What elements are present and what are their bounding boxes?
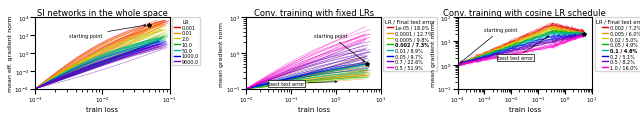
X-axis label: train loss: train loss [86,106,118,112]
Title: Conv. training with cosine LR schedule: Conv. training with cosine LR schedule [444,9,606,17]
Y-axis label: mean gradient norm: mean gradient norm [431,21,436,86]
Y-axis label: mean gradient norm: mean gradient norm [220,21,225,86]
Text: best test error: best test error [269,81,337,86]
Legend: 0.002 / 7.2%, 0.005 / 6.0%, 0.02 / 5.0%, 0.05 / 4.9%, 0.1 / 4.6%, 0.2 / 5.1%, 0.: 0.002 / 7.2%, 0.005 / 6.0%, 0.02 / 5.0%,… [595,18,640,71]
Text: starting point: starting point [460,28,518,63]
Y-axis label: mean eff. gradient norm: mean eff. gradient norm [8,16,13,92]
X-axis label: train loss: train loss [298,106,330,112]
Legend: 1e-05 / 18.0%, 0.0001 / 12.7%, 0.0005 / 9.8%, 0.002 / 7.3%, 0.01 / 8.9%, 0.05 / : 1e-05 / 18.0%, 0.0001 / 12.7%, 0.0005 / … [383,18,436,71]
Text: starting point: starting point [69,25,146,38]
Title: Conv. training with fixed LRs: Conv. training with fixed LRs [253,9,374,17]
X-axis label: train loss: train loss [509,106,541,112]
Text: starting point: starting point [314,33,365,62]
Title: SI networks in the whole space: SI networks in the whole space [37,9,168,17]
Legend: 0.001, 0.01, 2.0, 10.0, 50.0, 1000.0, 9000.0: 0.001, 0.01, 2.0, 10.0, 50.0, 1000.0, 90… [172,18,200,66]
Text: best test error: best test error [498,37,548,61]
